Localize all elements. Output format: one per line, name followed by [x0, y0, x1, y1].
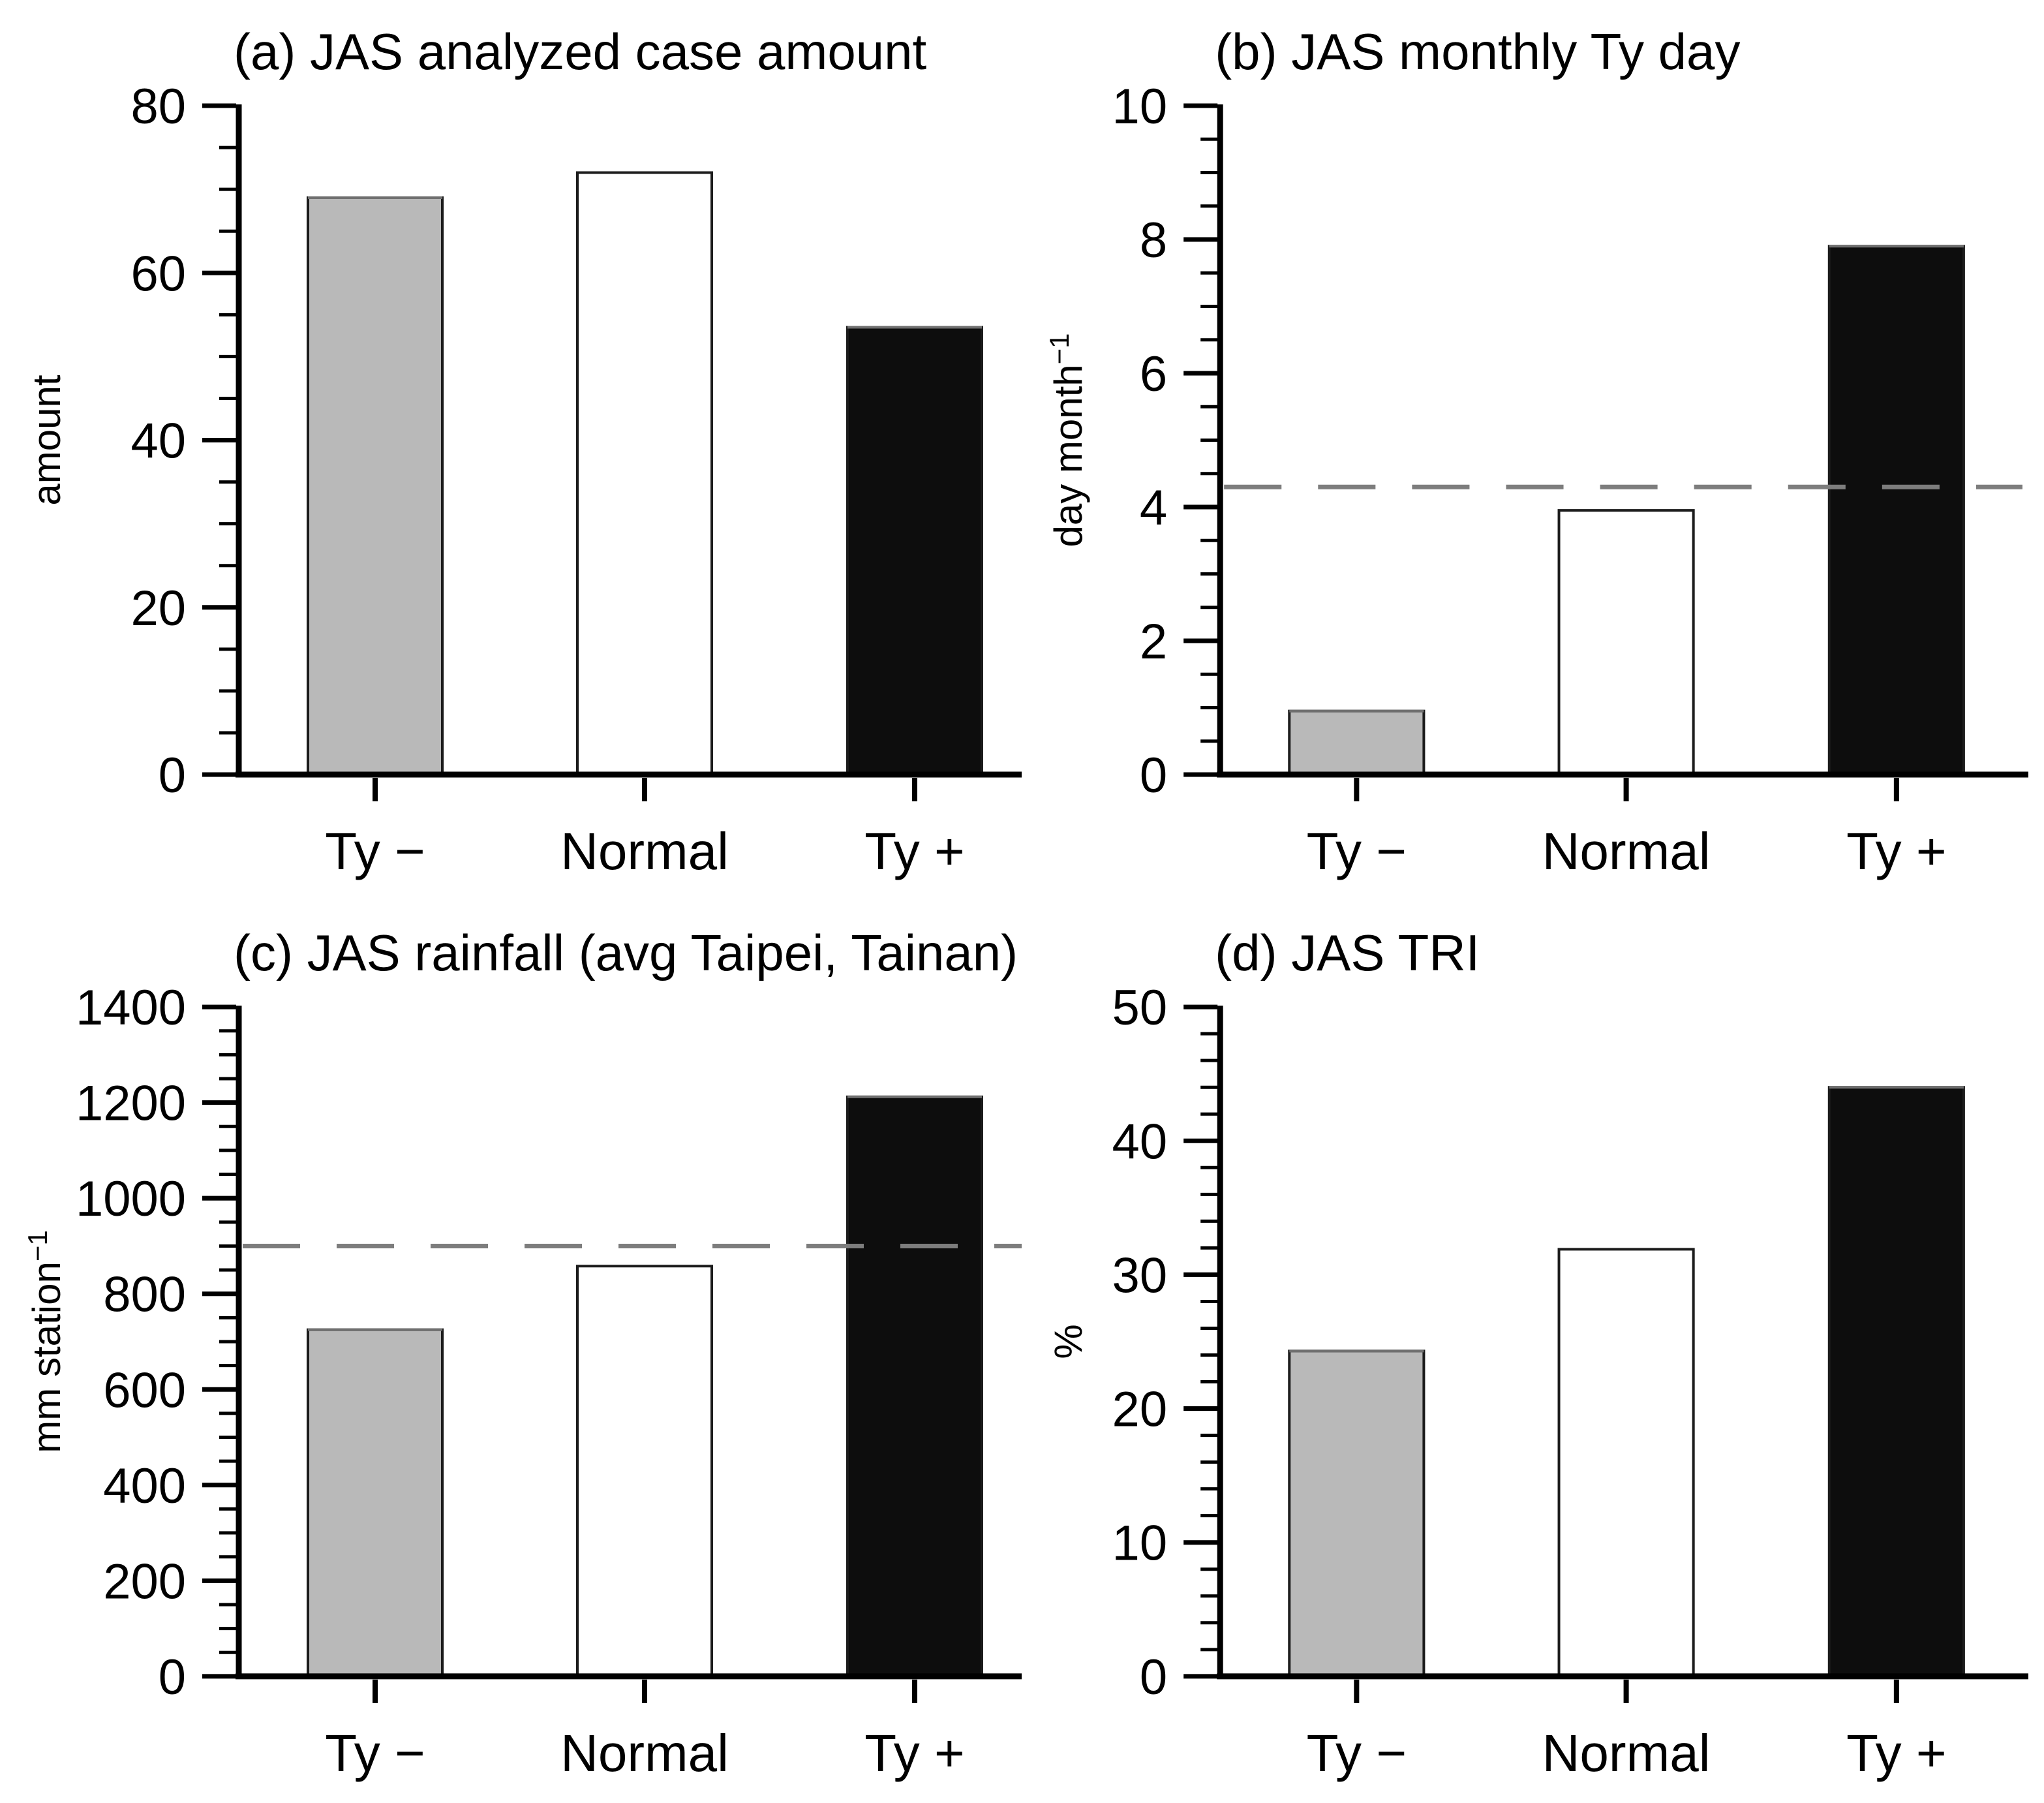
panel-b: 0 2 4 6 8 10 Ty − Normal Ty + (b) JAS monthly Ty … — [1022, 0, 2044, 901]
y-tick-label: 60 — [130, 246, 186, 301]
x-category-label-ty: Ty − — [325, 822, 425, 880]
bar-ty — [1288, 1349, 1426, 1678]
bar-ty — [846, 1095, 983, 1678]
y-tick-label: 40 — [1112, 1114, 1168, 1169]
y-tick-label: 1000 — [76, 1171, 186, 1227]
bar-ty — [1827, 245, 1965, 776]
x-category-label-ty: Ty + — [864, 822, 964, 880]
y-tick-label: 40 — [130, 414, 186, 469]
y-tick-label: 800 — [103, 1267, 186, 1323]
y-tick-label: 10 — [1112, 79, 1168, 134]
y-tick-label: 1400 — [76, 980, 186, 1036]
y-tick-label: 30 — [1112, 1248, 1168, 1303]
panel-d-title: (d) JAS TRI — [1215, 924, 1480, 981]
panel-d-y-axis-label: % — [1046, 1324, 1090, 1359]
panel-b-title: (b) JAS monthly Ty day — [1215, 23, 1740, 80]
x-category-label-normal: Normal — [560, 822, 729, 880]
x-category-label-ty: Ty − — [1307, 1724, 1407, 1782]
bar-ty — [1288, 709, 1426, 776]
bar-ty — [307, 196, 444, 776]
y-tick-label: 1200 — [76, 1076, 186, 1132]
x-category-label-ty: Ty + — [1846, 1724, 1946, 1782]
y-tick-label: 10 — [1112, 1516, 1168, 1571]
y-tick-label: 0 — [159, 1650, 186, 1705]
panel-c-plot: 0 200 400 600 800 1000 1200 1400 Ty − Normal Ty + (… — [22, 924, 1022, 1782]
bar-ty — [307, 1328, 444, 1678]
panel-b-y-axis-label: day month−1 — [1044, 333, 1090, 547]
y-tick-label: 80 — [130, 79, 186, 134]
x-category-label-normal: Normal — [1542, 1724, 1711, 1782]
x-category-label-ty: Ty + — [864, 1724, 964, 1782]
x-category-label-normal: Normal — [560, 1724, 729, 1782]
x-category-label-ty: Ty − — [1307, 822, 1407, 880]
y-axis-label-superscript: −1 — [1044, 333, 1075, 365]
x-category-label-normal: Normal — [1542, 822, 1711, 880]
y-tick-label: 20 — [1112, 1382, 1168, 1438]
x-category-label-ty: Ty + — [1846, 822, 1946, 880]
x-category-label-ty: Ty − — [325, 1724, 425, 1782]
bar-normal — [576, 171, 713, 776]
y-axis-label-text: mm station — [25, 1261, 69, 1453]
bar-normal — [1557, 509, 1695, 776]
y-tick-label: 4 — [1140, 480, 1167, 536]
y-axis-label-superscript: −1 — [22, 1230, 53, 1261]
panel-c-title: (c) JAS rainfall (avg Taipei, Tainan) — [234, 924, 1018, 981]
y-tick-label: 20 — [130, 581, 186, 636]
panel-c-y-axis-label: mm station−1 — [22, 1230, 69, 1453]
y-tick-label: 400 — [103, 1458, 186, 1514]
panel-a: 0 20 40 60 80 Ty − Normal Ty + (a) JAS analyzed … — [0, 0, 1022, 901]
panel-d: 0 10 20 30 40 50 Ty − Normal Ty + (d) JAS TRI% — [1022, 901, 2044, 1803]
y-tick-label: 600 — [103, 1363, 186, 1418]
y-tick-label: 0 — [159, 748, 186, 803]
y-tick-label: 0 — [1140, 1650, 1167, 1705]
panel-a-title: (a) JAS analyzed case amount — [234, 23, 927, 80]
y-axis-label-text: amount — [25, 375, 69, 505]
y-tick-label: 6 — [1140, 347, 1167, 402]
bar-ty — [1827, 1086, 1965, 1678]
y-axis-label-text: % — [1046, 1324, 1090, 1359]
y-tick-label: 8 — [1140, 213, 1167, 268]
bar-ty — [846, 326, 983, 776]
y-tick-label: 50 — [1112, 980, 1168, 1036]
bar-normal — [576, 1265, 713, 1678]
y-tick-label: 0 — [1140, 748, 1167, 803]
panel-a-y-axis-label: amount — [25, 375, 69, 505]
y-tick-label: 2 — [1140, 614, 1167, 670]
panel-d-plot: 0 10 20 30 40 50 Ty − Normal Ty + (d) JAS TRI% — [1046, 924, 2028, 1782]
y-tick-label: 200 — [103, 1554, 186, 1609]
y-axis-label-text: day month — [1046, 364, 1090, 547]
panel-b-plot: 0 2 4 6 8 10 Ty − Normal Ty + (b) JAS monthly Ty … — [1044, 23, 2028, 880]
panel-a-plot: 0 20 40 60 80 Ty − Normal Ty + (a) JAS analyzed … — [25, 23, 1022, 880]
panel-c: 0 200 400 600 800 1000 1200 1400 Ty − Normal Ty + (… — [0, 901, 1022, 1803]
bar-normal — [1557, 1248, 1695, 1678]
